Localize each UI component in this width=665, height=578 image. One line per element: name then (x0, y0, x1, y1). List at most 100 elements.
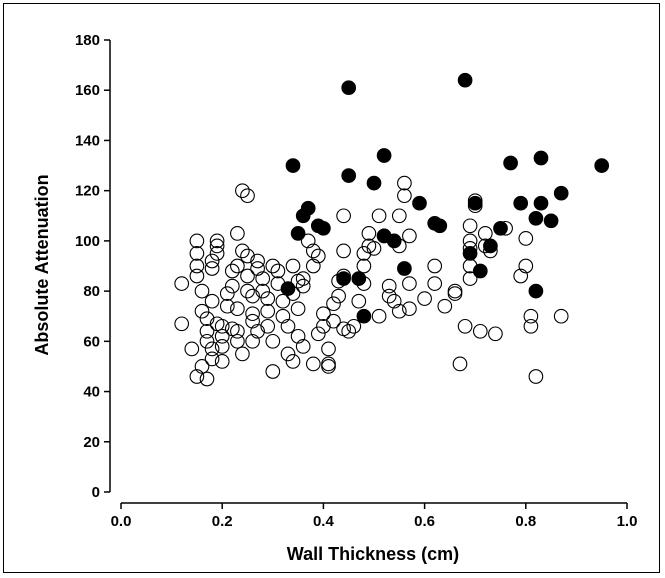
data-point-open (209, 246, 225, 261)
chart-frame (3, 3, 660, 573)
y-tick-label: 20 (83, 434, 100, 451)
data-point-open (518, 231, 534, 246)
data-point-open (316, 318, 331, 334)
data-point-open (523, 308, 539, 324)
data-point-open (477, 226, 493, 241)
data-point-open (174, 316, 190, 332)
x-tick-label: 0.4 (313, 513, 335, 530)
data-point-filled (528, 210, 544, 226)
data-point-open (336, 243, 351, 259)
y-tick-label: 80 (83, 283, 100, 300)
data-point-open (194, 283, 210, 299)
data-point-open (199, 371, 215, 387)
data-point-open (310, 248, 326, 264)
data-point-open (397, 175, 412, 191)
x-tick-label: 0.8 (515, 513, 536, 530)
data-point-open (230, 333, 245, 349)
data-point-filled (336, 271, 351, 286)
data-point-filled (280, 281, 296, 296)
data-point-open (270, 263, 286, 279)
data-point-open (240, 268, 255, 284)
data-point-open (437, 298, 453, 314)
data-point-filled (493, 220, 508, 236)
data-point-open (391, 208, 407, 224)
data-point-filled (316, 220, 331, 236)
data-point-open (204, 341, 220, 357)
data-point-open (371, 308, 387, 324)
data-point-open (321, 341, 336, 357)
data-point-open (204, 261, 220, 276)
data-point-open (214, 354, 230, 369)
data-point-open (295, 271, 311, 286)
data-point-open (427, 258, 443, 274)
data-point-filled (386, 233, 402, 249)
data-point-open (250, 261, 265, 276)
data-point-open (452, 356, 468, 372)
data-point-open (417, 291, 432, 306)
data-point-filled (290, 226, 306, 241)
data-point-filled (457, 72, 473, 88)
data-point-open (245, 288, 260, 304)
data-point-open (285, 354, 301, 369)
data-point-open (204, 293, 220, 309)
data-point-open (219, 286, 235, 301)
data-point-open (381, 278, 397, 294)
data-point-open (356, 258, 372, 274)
data-point-open (224, 263, 240, 279)
data-point-open (280, 318, 296, 334)
data-point-open (235, 243, 250, 259)
data-point-open (295, 278, 311, 294)
data-point-open (356, 246, 372, 261)
data-point-open (290, 328, 306, 344)
data-point-open (174, 276, 190, 291)
data-point-filled (356, 308, 372, 324)
data-point-open (280, 346, 296, 362)
data-point-open (224, 278, 240, 294)
data-point-open (260, 303, 276, 319)
data-point-open (230, 258, 245, 274)
x-axis-title: Wall Thickness (cm) (287, 544, 459, 564)
data-point-open (331, 288, 346, 304)
data-point-filled (594, 158, 610, 173)
data-point-open (214, 339, 230, 354)
y-tick-label: 180 (75, 32, 100, 49)
data-point-open (513, 268, 529, 284)
data-point-filled (432, 218, 448, 234)
data-points (174, 72, 610, 387)
data-point-open (194, 359, 210, 374)
axes: 0.0 0.2 0.4 0.6 0.8 1.0 0 20 40 60 80 100 120 140 160 1… (75, 32, 637, 530)
data-point-open (260, 318, 276, 334)
data-point-open (336, 208, 351, 224)
data-point-open (285, 258, 301, 274)
data-point-open (326, 313, 341, 329)
data-point-open (361, 226, 377, 241)
data-point-filled (553, 185, 569, 201)
data-point-open (553, 308, 569, 324)
data-point-open (321, 359, 336, 374)
data-point-open (397, 188, 412, 204)
data-point-open (245, 313, 260, 329)
data-point-filled (533, 195, 549, 211)
data-point-open (310, 326, 326, 342)
data-point-filled (467, 195, 483, 211)
data-point-open (265, 333, 281, 349)
data-point-open (275, 293, 291, 309)
data-point-filled (472, 263, 488, 279)
data-point-open (194, 303, 210, 319)
data-point-filled (503, 155, 518, 171)
data-point-open (189, 233, 205, 249)
data-point-filled (351, 271, 367, 286)
data-point-filled (397, 261, 412, 276)
data-point-open (462, 218, 478, 234)
data-point-open (472, 323, 488, 339)
data-point-open (523, 318, 539, 334)
x-tick-label: 1.0 (617, 513, 638, 530)
data-point-open (391, 303, 407, 319)
data-point-open (214, 318, 230, 334)
data-point-open (300, 233, 316, 249)
data-point-open (240, 248, 255, 264)
data-point-open (457, 318, 473, 334)
data-point-open (326, 296, 341, 312)
data-point-open (245, 306, 260, 322)
data-point-filled (543, 213, 559, 229)
